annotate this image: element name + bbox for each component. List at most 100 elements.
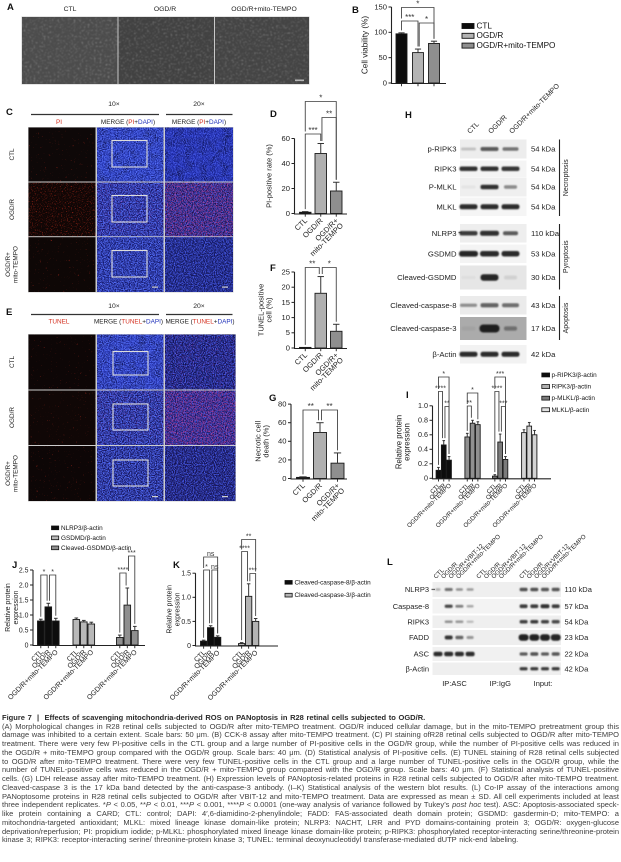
svg-text:0: 0 [424, 474, 428, 483]
svg-text:150: 150 [374, 2, 387, 11]
svg-text:Input:: Input: [534, 679, 553, 688]
svg-text:2.5: 2.5 [19, 567, 29, 574]
svg-text:RIPK3: RIPK3 [434, 164, 456, 173]
svg-text:Cleaved-caspase-8/β-actin: Cleaved-caspase-8/β-actin [295, 579, 372, 586]
svg-text:25: 25 [282, 267, 290, 276]
svg-text:Cleaved-GSDMD/β-actin: Cleaved-GSDMD/β-actin [61, 545, 132, 552]
svg-text:*: * [205, 564, 208, 571]
svg-text:1.5: 1.5 [181, 571, 191, 578]
svg-text:57 kDa: 57 kDa [565, 602, 590, 611]
svg-text:17 kDa: 17 kDa [531, 324, 556, 333]
svg-text:1.5: 1.5 [19, 597, 29, 604]
svg-text:TUNEL-positive: TUNEL-positive [257, 284, 266, 337]
svg-text:0: 0 [187, 643, 191, 650]
svg-text:p-RIPK3: p-RIPK3 [427, 145, 456, 154]
svg-text:***: *** [128, 550, 136, 557]
svg-text:CTL: CTL [477, 21, 493, 30]
svg-text:****: **** [435, 385, 446, 392]
svg-text:1.0: 1.0 [418, 401, 428, 410]
svg-text:Necrotic cell: Necrotic cell [254, 421, 263, 462]
svg-text:43 kDa: 43 kDa [531, 301, 556, 310]
svg-text:A: A [7, 2, 14, 13]
svg-text:22 kDa: 22 kDa [565, 650, 590, 659]
svg-text:*: * [416, 0, 419, 8]
svg-text:54 kDa: 54 kDa [531, 183, 556, 192]
svg-text:****: **** [117, 567, 128, 574]
svg-text:54 kDa: 54 kDa [565, 617, 590, 626]
svg-text:42 kDa: 42 kDa [531, 350, 556, 359]
svg-text:RIPK3/β-actin: RIPK3/β-actin [552, 384, 592, 391]
svg-text:2.0: 2.0 [19, 582, 29, 589]
svg-text:MERGE (PI+DAPI): MERGE (PI+DAPI) [172, 119, 226, 126]
svg-text:FADD: FADD [409, 633, 430, 642]
svg-text:B: B [352, 5, 359, 16]
svg-text:0.8: 0.8 [418, 416, 428, 425]
svg-text:***: *** [405, 13, 414, 22]
svg-text:0: 0 [286, 209, 290, 218]
svg-text:0: 0 [282, 474, 286, 483]
svg-text:**: ** [326, 402, 332, 411]
svg-text:60: 60 [278, 418, 286, 427]
svg-text:40: 40 [282, 159, 290, 168]
svg-text:MERGE (TUNEL+DAPI): MERGE (TUNEL+DAPI) [94, 319, 163, 326]
svg-text:***: *** [499, 400, 507, 407]
svg-text:G: G [269, 393, 276, 404]
svg-text:0.4: 0.4 [418, 445, 428, 454]
svg-text:K: K [173, 560, 180, 571]
svg-text:ns: ns [211, 564, 219, 571]
svg-text:15: 15 [282, 298, 290, 307]
svg-text:OGD/R+mito-TEMPO: OGD/R+mito-TEMPO [541, 533, 588, 580]
svg-text:***: *** [249, 567, 257, 574]
svg-text:*: * [328, 259, 331, 268]
svg-text:OGD/R: OGD/R [477, 31, 504, 40]
svg-text:0: 0 [286, 343, 290, 352]
svg-text:C: C [6, 107, 13, 118]
svg-text:GSDMD: GSDMD [428, 249, 457, 258]
svg-text:*: * [319, 93, 322, 102]
svg-text:**: ** [444, 400, 450, 407]
svg-text:p-RIPK3/β-actin: p-RIPK3/β-actin [552, 372, 598, 379]
svg-text:30 kDa: 30 kDa [531, 273, 556, 282]
svg-text:20: 20 [278, 455, 286, 464]
svg-text:CTL: CTL [9, 356, 16, 369]
svg-text:p-MLKL/β-actin: p-MLKL/β-actin [552, 395, 596, 402]
svg-text:β-Actin: β-Actin [432, 350, 456, 359]
svg-text:E: E [6, 307, 12, 318]
svg-text:54 kDa: 54 kDa [531, 164, 556, 173]
svg-text:OGD/R+: OGD/R+ [5, 252, 12, 277]
svg-text:0.6: 0.6 [418, 430, 428, 439]
svg-text:death (%): death (%) [262, 425, 271, 458]
svg-text:20×: 20× [193, 101, 205, 108]
svg-text:42 kDa: 42 kDa [565, 664, 590, 673]
svg-text:mito-TEMPO: mito-TEMPO [13, 246, 20, 283]
svg-text:RIPK3: RIPK3 [407, 617, 429, 626]
svg-text:OGD/R: OGD/R [154, 6, 176, 13]
svg-text:MLKL: MLKL [436, 202, 457, 211]
svg-text:J: J [12, 560, 17, 571]
svg-text:Relative protein: Relative protein [395, 415, 404, 469]
svg-text:****: **** [239, 545, 250, 552]
svg-text:NLRP3: NLRP3 [405, 585, 429, 594]
svg-text:Cleaved-caspase-3/β-actin: Cleaved-caspase-3/β-actin [295, 592, 372, 599]
svg-text:OGD/R+mito-TEMPO: OGD/R+mito-TEMPO [231, 6, 297, 13]
svg-text:10×: 10× [108, 101, 120, 108]
svg-text:23 kDa: 23 kDa [565, 633, 590, 642]
svg-text:0.5: 0.5 [19, 627, 29, 634]
svg-text:20: 20 [282, 283, 290, 292]
svg-text:54 kDa: 54 kDa [531, 202, 556, 211]
svg-text:5: 5 [286, 328, 290, 337]
svg-text:110 kDa: 110 kDa [531, 229, 560, 238]
svg-text:100: 100 [374, 28, 387, 37]
svg-text:0: 0 [383, 78, 387, 87]
svg-text:Cleaved-caspase-3: Cleaved-caspase-3 [390, 324, 456, 333]
svg-text:MERGE (PI+DAPI): MERGE (PI+DAPI) [101, 119, 155, 126]
svg-text:1.0: 1.0 [19, 612, 29, 619]
svg-text:CTL: CTL [9, 148, 16, 161]
svg-text:expression: expression [175, 592, 182, 626]
svg-text:*: * [43, 569, 46, 576]
svg-text:Relative protein: Relative protein [5, 583, 12, 632]
svg-text:53 kDa: 53 kDa [531, 249, 556, 258]
svg-text:0.5: 0.5 [181, 619, 191, 626]
svg-text:GSDMD/β-actin: GSDMD/β-actin [61, 535, 106, 542]
svg-text:I: I [406, 390, 409, 401]
